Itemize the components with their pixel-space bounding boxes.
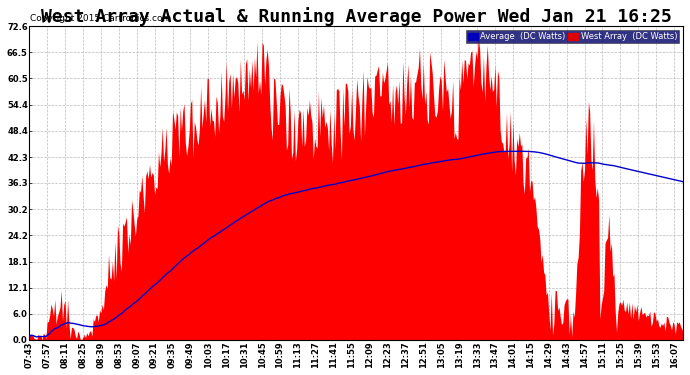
Text: Copyright 2015 Cartronics.com: Copyright 2015 Cartronics.com bbox=[30, 14, 171, 23]
Title: West Array Actual & Running Average Power Wed Jan 21 16:25: West Array Actual & Running Average Powe… bbox=[41, 7, 671, 26]
Legend: Average  (DC Watts), West Array  (DC Watts): Average (DC Watts), West Array (DC Watts… bbox=[466, 30, 679, 43]
